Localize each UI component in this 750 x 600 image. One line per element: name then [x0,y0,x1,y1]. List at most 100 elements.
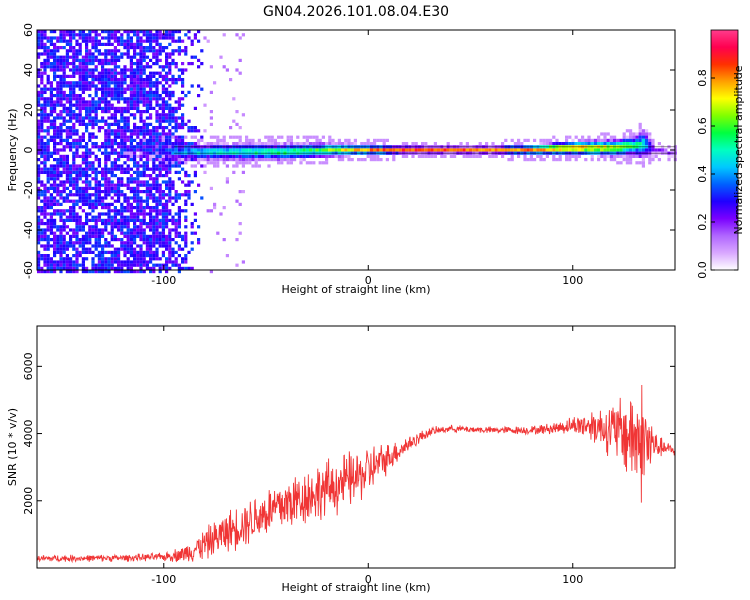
spectrogram-cell [85,241,89,245]
spectrogram-cell [91,30,95,34]
spectrogram-cell [97,58,101,62]
spectrogram-cell [136,206,140,210]
spectrogram-cell [65,132,69,136]
spectrogram-cell [104,30,108,34]
spectrogram-cell [632,132,636,136]
spectrogram-cell [177,215,181,219]
spectrogram-cell [315,148,319,152]
spectrogram-cell [299,154,303,158]
spectrogram-cell [110,33,114,37]
spectrogram-cell [158,132,162,136]
spectrogram-cell [117,266,121,270]
spectrogram-cell [107,183,111,187]
spectrogram-cell [177,164,181,168]
spectrogram-cell [46,228,50,232]
spectrogram-cell [88,122,92,126]
spectrogram-cell [158,164,162,168]
spectrogram-cell [238,148,242,152]
spectrogram-cell [88,132,92,136]
spectrogram-cell [177,206,181,210]
spectrogram-cell [424,148,428,152]
spectrogram-cell [123,270,127,274]
spectrogram-cell [62,65,66,69]
spectrogram-cell [193,212,197,216]
spectrogram-cell [155,202,159,206]
spectrogram-cell [139,183,143,187]
spectrogram-cell [101,170,105,174]
spectrogram-cell [209,65,213,69]
spectrogram-cell [411,154,415,158]
y-tick-label: 40 [22,63,35,77]
spectrogram-cell [94,122,98,126]
spectrogram-cell [158,170,162,174]
spectrogram-cell [142,90,146,94]
spectrogram-cell [37,42,41,46]
spectrogram-cell [235,122,239,126]
spectrogram-cell [78,94,82,98]
spectrogram-cell [107,71,111,75]
spectrogram-cell [117,87,121,91]
spectrogram-cell [149,39,153,43]
spectrogram-cell [155,58,159,62]
spectrogram-cell [136,231,140,235]
spectrogram-cell [123,74,127,78]
spectrogram-cell [133,186,137,190]
spectrogram-cell [107,231,111,235]
spectrogram-cell [171,247,175,251]
spectrogram-cell [136,234,140,238]
spectrogram-cell [213,158,217,162]
spectrogram-cell [296,135,300,139]
spectrogram-cell [85,68,89,72]
spectrogram-cell [603,132,607,136]
spectrogram-cell [587,148,591,152]
spectrogram-cell [187,266,191,270]
spectrogram-cell [171,260,175,264]
spectrogram-cell [155,148,159,152]
spectrogram-cell [155,154,159,158]
spectrogram-cell [165,222,169,226]
spectrogram-cell [75,164,79,168]
spectrogram-cell [158,199,162,203]
spectrogram-cell [53,78,57,82]
spectrogram-cell [107,212,111,216]
spectrogram-cell [203,36,207,40]
spectrogram-cell [104,266,108,270]
spectrogram-cell [129,250,133,254]
spectrogram-cell [142,94,146,98]
spectrogram-cell [56,266,60,270]
spectrogram-cell [85,270,89,274]
spectrogram-cell [625,129,629,133]
spectrogram-cell [56,186,60,190]
spectrogram-cell [168,113,172,117]
spectrogram-cell [46,257,50,261]
spectrogram-cell [40,154,44,158]
spectrogram-cell [526,148,530,152]
spectrogram-cell [126,135,130,139]
spectrogram-cell [126,222,130,226]
spectrogram-cell [110,145,114,149]
spectrogram-cell [69,30,73,34]
spectrogram-cell [43,170,47,174]
spectrogram-cell [78,62,82,66]
spectrogram-cell [622,158,626,162]
spectrogram-cell [161,218,165,222]
spectrogram-cell [549,138,553,142]
spectrogram-cell [97,126,101,130]
spectrogram-cell [81,170,85,174]
spectrogram-cell [91,167,95,171]
spectrogram-cell [600,142,604,146]
spectrogram-cell [171,250,175,254]
spectrogram-cell [161,238,165,242]
spectrogram-cell [65,113,69,117]
spectrogram-cell [120,218,124,222]
spectrogram-cell [62,222,66,226]
spectrogram-cell [113,58,117,62]
spectrogram-cell [209,148,213,152]
spectrogram-cell [49,167,53,171]
spectrogram-cell [145,116,149,120]
spectrogram-cell [613,135,617,139]
spectrogram-cell [181,260,185,264]
spectrogram-cell [72,263,76,267]
spectrogram-cell [53,71,57,75]
spectrogram-cell [123,254,127,258]
